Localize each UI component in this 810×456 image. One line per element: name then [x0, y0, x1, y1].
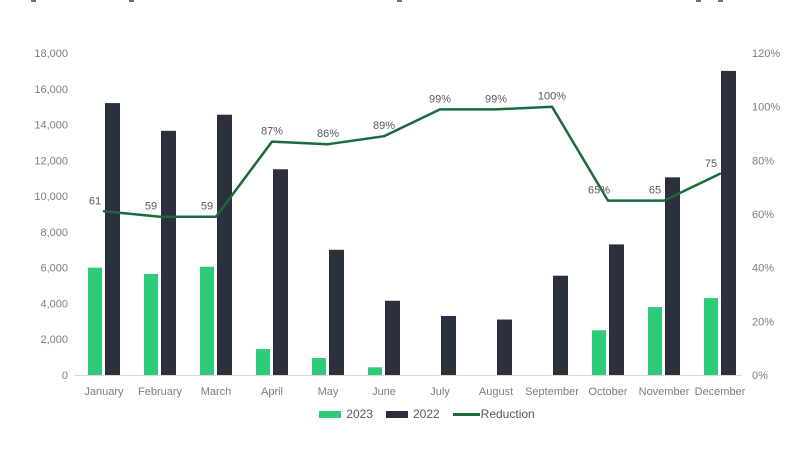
bar-2023-january [88, 267, 102, 375]
month-label: December [695, 386, 746, 398]
bar-2022-july [441, 315, 456, 375]
legend-label: Reduction [480, 407, 535, 421]
reduction-label-june: 89% [373, 120, 395, 132]
month-label: August [479, 386, 513, 398]
bar-2022-march [217, 114, 232, 375]
right-axis-tick-label: 100% [752, 102, 780, 114]
legend-item-reduction[interactable]: Reduction [452, 407, 535, 421]
right-axis-tick-label: 20% [752, 316, 774, 328]
legend-swatch-reduction [452, 412, 480, 416]
left-axis-tick-label: 4,000 [40, 298, 68, 310]
bar-2022-october [609, 244, 624, 375]
bar-2022-august [497, 319, 512, 375]
reduction-line [102, 105, 722, 218]
legend-swatch-2023 [319, 410, 342, 418]
bar-2023-november [648, 307, 662, 375]
cropped-title-fragment [718, 0, 723, 2]
month-label: September [525, 386, 579, 398]
month-label: February [138, 386, 183, 398]
bar-2022-september [553, 275, 568, 375]
month-label: November [639, 386, 690, 398]
left-axis-tick-label: 12,000 [34, 155, 68, 167]
cropped-title-fragment [696, 0, 701, 2]
legend-item-2023[interactable]: 2023 [319, 407, 373, 421]
left-axis-tick-label: 10,000 [34, 191, 68, 203]
bar-2023-february [144, 273, 158, 375]
cropped-title-fragment [31, 0, 36, 2]
bar-2022-february [161, 130, 176, 375]
combo-chart: 0 2,000 4,000 6,000 8,000 10,000 12,000 14,000 1… [34, 48, 780, 398]
chart-legend: 2023 2022 Reduction [22, 402, 810, 426]
left-axis-tick-label: 18,000 [34, 48, 68, 60]
reduction-label-december: 75 [705, 158, 717, 170]
bar-2023-october [592, 330, 606, 375]
bar-2022-december [721, 70, 736, 375]
right-axis-tick-label: 40% [752, 263, 774, 275]
reduction-label-january: 61 [89, 195, 101, 207]
reduction-label-september: 100% [538, 91, 566, 103]
bar-2023-december [704, 298, 718, 375]
right-axis-tick-label: 120% [752, 48, 780, 60]
bar-2023-may [312, 358, 326, 375]
reduction-label-july: 99% [429, 93, 451, 105]
month-label: April [261, 386, 283, 398]
cropped-title-fragment [397, 0, 402, 2]
reduction-label-may: 86% [317, 128, 339, 140]
reduction-label-march: 59 [201, 201, 213, 213]
month-label: October [588, 386, 627, 398]
reduction-label-february: 59 [145, 201, 157, 213]
month-label: January [84, 386, 124, 398]
reduction-label-october: 65% [588, 185, 610, 197]
right-axis-tick-label: 80% [752, 155, 774, 167]
legend-swatch-2022 [385, 410, 408, 418]
left-axis-tick-label: 0 [62, 370, 68, 382]
left-axis-tick-label: 14,000 [34, 120, 68, 132]
cropped-title-fragment [129, 0, 134, 2]
left-axis-tick-label: 8,000 [40, 227, 68, 239]
left-axis-tick-label: 16,000 [34, 84, 68, 96]
bar-2023-june [368, 367, 382, 375]
bar-2022-may [329, 249, 344, 375]
month-label: June [372, 386, 396, 398]
bar-2022-november [665, 177, 680, 375]
bar-2023-april [256, 349, 270, 375]
bar-2022-january [105, 103, 120, 375]
month-label: July [430, 386, 450, 398]
right-axis-tick-label: 0% [752, 370, 768, 382]
legend-item-2022[interactable]: 2022 [385, 407, 440, 421]
reduction-label-august: 99% [485, 93, 507, 105]
legend-label: 2023 [346, 407, 373, 421]
left-axis-tick-label: 6,000 [40, 263, 68, 275]
month-label: May [318, 386, 339, 398]
reduction-label-april: 87% [261, 126, 283, 138]
month-label: March [201, 386, 232, 398]
right-axis-tick-label: 60% [752, 209, 774, 221]
reduction-label-november: 65 [649, 185, 661, 197]
legend-label: 2022 [412, 407, 440, 421]
left-axis-tick-label: 2,000 [40, 334, 68, 346]
bar-2022-june [385, 300, 400, 375]
bar-2023-march [200, 266, 214, 375]
bar-2022-april [273, 169, 288, 375]
